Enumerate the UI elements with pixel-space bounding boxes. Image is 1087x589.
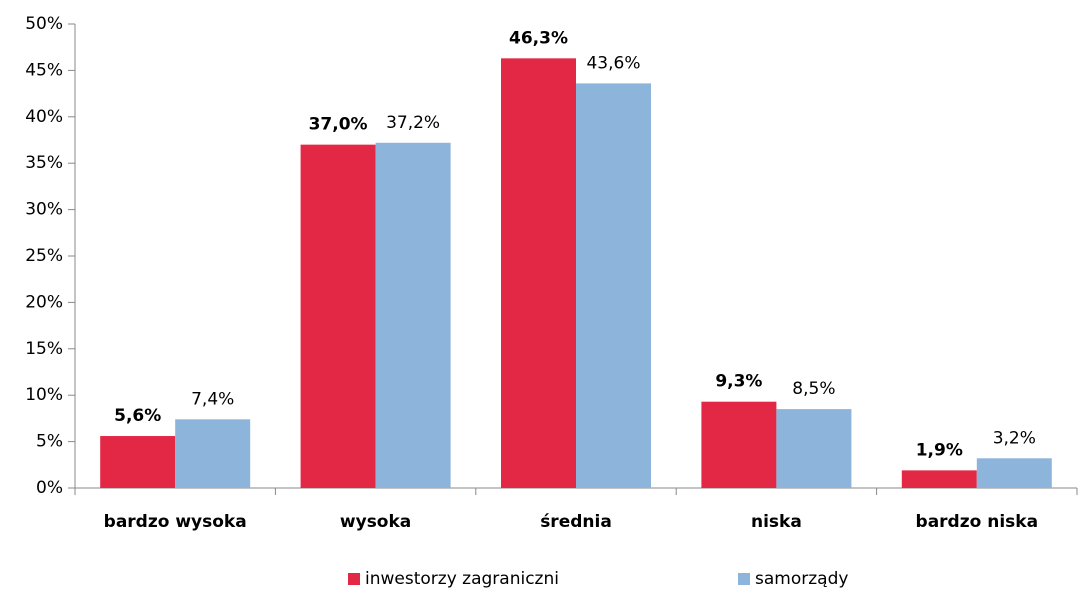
x-tick-label: bardzo niska <box>916 512 1039 532</box>
y-tick-label: 45% <box>25 60 63 80</box>
y-tick-label: 35% <box>25 153 63 173</box>
value-label: 8,5% <box>792 379 835 399</box>
bar <box>375 142 451 488</box>
bar <box>576 83 651 488</box>
y-tick-label: 30% <box>25 200 63 220</box>
value-label: 37,0% <box>309 115 368 135</box>
bar <box>100 436 176 488</box>
legend-swatch <box>348 573 360 585</box>
y-tick-label: 40% <box>25 107 63 127</box>
bar <box>901 470 977 488</box>
y-tick-label: 20% <box>25 292 63 312</box>
y-tick-label: 10% <box>25 385 63 405</box>
bar <box>300 144 376 488</box>
x-tick-label: niska <box>751 512 802 532</box>
value-label: 1,9% <box>916 440 963 460</box>
value-label: 37,2% <box>386 113 440 133</box>
bar <box>701 401 777 488</box>
value-label: 5,6% <box>114 406 161 426</box>
y-tick-label: 0% <box>36 478 63 498</box>
x-tick-label: bardzo wysoka <box>104 512 247 532</box>
value-label: 7,4% <box>191 389 234 409</box>
value-label: 43,6% <box>586 53 640 73</box>
y-tick-label: 25% <box>25 246 63 266</box>
y-tick-label: 5% <box>36 432 63 452</box>
bar <box>175 419 251 488</box>
bar <box>976 458 1052 488</box>
value-label: 9,3% <box>715 372 762 392</box>
y-tick-label: 15% <box>25 339 63 359</box>
bar <box>776 409 852 488</box>
x-tick-label: średnia <box>540 512 612 532</box>
y-tick-label: 50% <box>25 14 63 34</box>
legend-label: inwestorzy zagraniczni <box>365 569 559 589</box>
x-tick-label: wysoka <box>340 512 411 532</box>
legend-label: samorządy <box>755 569 848 589</box>
value-label: 46,3% <box>509 28 568 48</box>
value-label: 3,2% <box>993 428 1036 448</box>
legend-swatch <box>738 573 750 585</box>
bar <box>501 58 576 488</box>
